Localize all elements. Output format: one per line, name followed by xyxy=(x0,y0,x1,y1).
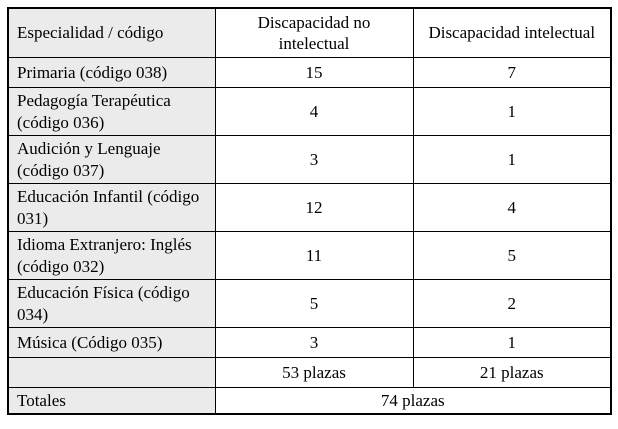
row-label: Educación Física (código 034) xyxy=(7,279,216,328)
value-no-intelectual: 4 xyxy=(214,87,414,136)
table-row: Primaria (código 038) 15 7 xyxy=(7,57,612,88)
value-no-intelectual: 12 xyxy=(214,183,414,232)
value-intelectual: 7 xyxy=(412,57,612,88)
row-label: Educación Infantil (código 031) xyxy=(7,183,216,232)
value-intelectual: 4 xyxy=(412,183,612,232)
value-no-intelectual: 15 xyxy=(214,57,414,88)
value-intelectual: 5 xyxy=(412,231,612,280)
table-row: Música (Código 035) 3 1 xyxy=(7,327,612,358)
column-header-discapacidad-intelectual: Discapacidad intelectual xyxy=(412,7,612,58)
value-no-intelectual: 11 xyxy=(214,231,414,280)
row-label: Idioma Extranjero: Inglés (código 032) xyxy=(7,231,216,280)
value-intelectual: 1 xyxy=(412,327,612,358)
table-row: Educación Infantil (código 031) 12 4 xyxy=(7,183,612,232)
table-row: Audición y Lenguaje (código 037) 3 1 xyxy=(7,135,612,184)
total-label: Totales xyxy=(7,387,216,415)
column-header-discapacidad-no-intelectual: Discapacidad no intelectual xyxy=(214,7,414,58)
total-value: 74 plazas xyxy=(214,387,612,415)
table-row: Educación Física (código 034) 5 2 xyxy=(7,279,612,328)
quota-table: Especialidad / código Discapacidad no in… xyxy=(7,7,612,416)
total-row: Totales 74 plazas xyxy=(7,387,612,415)
subtotal-empty-cell xyxy=(7,357,216,388)
value-intelectual: 1 xyxy=(412,135,612,184)
table-row: Pedagogía Terapéutica (código 036) 4 1 xyxy=(7,87,612,136)
row-label: Audición y Lenguaje (código 037) xyxy=(7,135,216,184)
subtotal-no-intelectual: 53 plazas xyxy=(214,357,414,388)
row-label: Pedagogía Terapéutica (código 036) xyxy=(7,87,216,136)
value-no-intelectual: 5 xyxy=(214,279,414,328)
value-intelectual: 2 xyxy=(412,279,612,328)
value-intelectual: 1 xyxy=(412,87,612,136)
value-no-intelectual: 3 xyxy=(214,135,414,184)
value-no-intelectual: 3 xyxy=(214,327,414,358)
subtotal-intelectual: 21 plazas xyxy=(412,357,612,388)
subtotal-row: 53 plazas 21 plazas xyxy=(7,357,612,388)
row-label: Música (Código 035) xyxy=(7,327,216,358)
row-label: Primaria (código 038) xyxy=(7,57,216,88)
table-header-row: Especialidad / código Discapacidad no in… xyxy=(7,7,612,58)
quota-table-container: Especialidad / código Discapacidad no in… xyxy=(7,7,612,416)
table-row: Idioma Extranjero: Inglés (código 032) 1… xyxy=(7,231,612,280)
column-header-especialidad: Especialidad / código xyxy=(7,7,216,58)
